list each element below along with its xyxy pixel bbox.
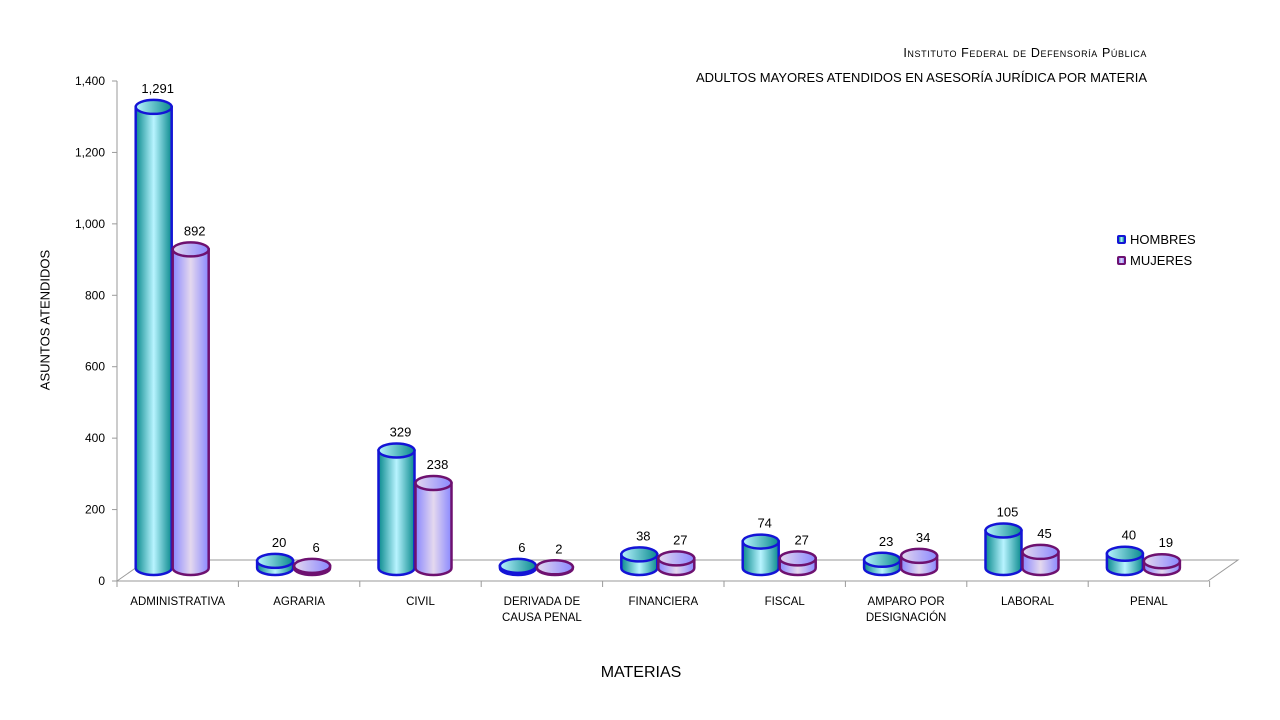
legend-item-mujeres: MUJERES (1117, 250, 1196, 271)
data-label-mujeres-civil: 238 (427, 457, 449, 472)
bar-mujeres-financiera (657, 550, 696, 577)
x-tick-label-financiera: FINANCIERA (628, 596, 698, 608)
x-tick-label-civil: CIVIL (406, 596, 435, 608)
data-label-mujeres-financiera: 27 (673, 532, 687, 547)
y-tick-label: 600 (85, 360, 105, 374)
bar-hombres-administrativa (134, 98, 173, 577)
bar-hombres-derivada-de-causa-penal (498, 557, 538, 577)
x-tick-label-amparo-por-designacion: AMPARO POR DESIGNACIÓN (866, 596, 947, 624)
legend-swatch-hombres (1117, 235, 1126, 244)
data-label-mujeres-derivada-de-causa-penal: 2 (555, 541, 562, 556)
bar-mujeres-laboral (1021, 543, 1060, 577)
bar-hombres-penal (1105, 545, 1145, 577)
data-label-hombres-agraria: 20 (272, 535, 286, 550)
y-tick-label: 1,000 (75, 217, 105, 231)
data-label-hombres-amparo-por-designacion: 23 (879, 534, 893, 549)
bar-mujeres-derivada-de-causa-penal (535, 559, 575, 577)
legend-label-hombres: HOMBRES (1130, 232, 1196, 247)
bars (134, 98, 1182, 577)
y-tick-label: 0 (98, 574, 105, 588)
bar-mujeres-amparo-por-designacion (899, 547, 939, 577)
legend-swatch-mujeres (1117, 256, 1126, 265)
bar-hombres-civil (377, 442, 416, 577)
data-label-mujeres-penal: 19 (1159, 535, 1173, 550)
bar-hombres-fiscal (741, 533, 780, 577)
legend-item-hombres: HOMBRES (1117, 229, 1196, 250)
x-tick-label-laboral: LABORAL (1001, 596, 1055, 608)
bar-mujeres-agraria (292, 557, 332, 577)
y-tick-label: 1,400 (75, 74, 105, 88)
data-label-hombres-penal: 40 (1122, 528, 1136, 543)
data-label-mujeres-fiscal: 27 (794, 532, 808, 547)
x-tick-label-administrativa: ADMINISTRATIVA (130, 596, 225, 608)
data-label-hombres-derivada-de-causa-penal: 6 (518, 540, 525, 555)
bar-mujeres-administrativa (171, 241, 210, 577)
bar-hombres-laboral (984, 522, 1023, 577)
y-tick-label: 1,200 (75, 145, 105, 159)
bar-mujeres-civil (414, 474, 453, 577)
y-tick-label: 800 (85, 288, 105, 302)
x-tick-label-derivada-de-causa-penal: DERIVADA DE CAUSA PENAL (502, 596, 582, 624)
y-tick-label: 200 (85, 503, 105, 517)
x-axis-label: MATERIAS (600, 664, 682, 681)
x-tick-label-fiscal: FISCAL (765, 596, 806, 608)
bar-hombres-financiera (620, 546, 659, 577)
data-label-mujeres-amparo-por-designacion: 34 (916, 530, 930, 545)
chart-title: Instituto Federal de Defensoría Pública (903, 46, 1147, 60)
y-tick-label: 400 (85, 431, 105, 445)
data-label-hombres-laboral: 105 (997, 505, 1019, 520)
axes: 0 200 400 600 800 1,000 1,200 1,400 ADMINISTRATI… (75, 74, 1211, 624)
legend: HOMBRES MUJERES (1117, 229, 1196, 271)
data-label-mujeres-administrativa: 892 (184, 223, 206, 238)
bar-hombres-agraria (255, 552, 295, 577)
data-label-hombres-financiera: 38 (636, 528, 650, 543)
bar-mujeres-penal (1142, 552, 1182, 577)
legend-label-mujeres: MUJERES (1130, 253, 1193, 268)
bar-mujeres-fiscal (778, 550, 817, 577)
data-label-hombres-administrativa: 1,291 (141, 81, 174, 96)
data-label-hombres-civil: 329 (390, 425, 412, 440)
x-tick-label-penal: PENAL (1130, 596, 1168, 608)
data-label-hombres-fiscal: 74 (757, 516, 771, 531)
bar-hombres-amparo-por-designacion (862, 551, 902, 577)
chart-subtitle: ADULTOS MAYORES ATENDIDOS EN ASESORÍA JU… (695, 70, 1147, 85)
data-label-mujeres-agraria: 6 (312, 540, 319, 555)
x-tick-label-agraria: AGRARIA (273, 596, 325, 608)
data-label-mujeres-laboral: 45 (1037, 526, 1051, 541)
